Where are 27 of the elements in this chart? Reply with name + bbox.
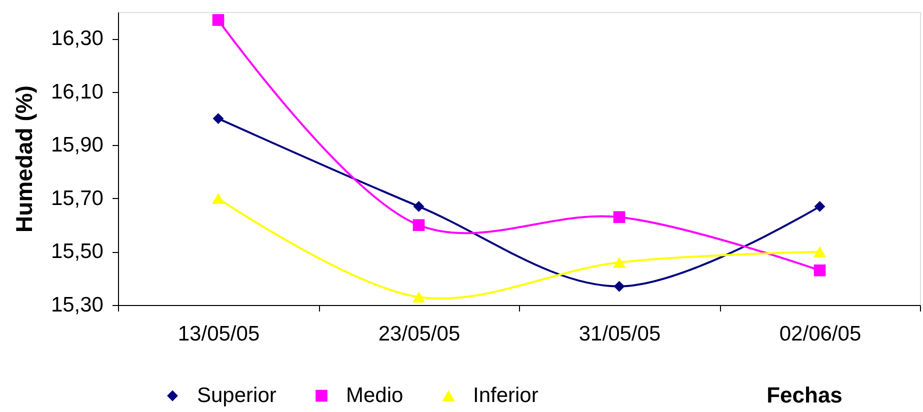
point xyxy=(814,200,826,212)
legend-label: Superior xyxy=(197,384,276,407)
point xyxy=(612,256,626,268)
x-tick-label: 13/05/05 xyxy=(178,322,260,346)
x-axis-title: Fechas xyxy=(766,382,842,408)
point xyxy=(813,246,826,258)
y-tick-label: 16,30 xyxy=(50,27,104,50)
point xyxy=(412,292,426,302)
point xyxy=(212,192,225,204)
x-tick-label: 23/05/05 xyxy=(378,322,460,346)
y-tick-label: 15,30 xyxy=(50,294,104,316)
x-tick-label: 31/05/05 xyxy=(578,322,661,346)
point xyxy=(614,280,625,292)
y-tick-label: 15,70 xyxy=(50,186,104,210)
y-tick-label: 16,10 xyxy=(50,80,104,104)
point xyxy=(413,200,424,212)
point xyxy=(814,264,826,276)
point xyxy=(212,113,224,124)
point xyxy=(613,211,626,224)
y-tick-label: 15,90 xyxy=(50,134,104,157)
legend-label: Inferior xyxy=(473,384,538,407)
legend-label: Medio xyxy=(346,384,404,407)
point xyxy=(212,14,224,26)
point xyxy=(412,219,425,232)
x-tick-label: 02/06/05 xyxy=(779,322,862,346)
y-tick-label: 15,50 xyxy=(50,240,104,264)
y-axis-title: Humedad (%) xyxy=(10,86,37,232)
